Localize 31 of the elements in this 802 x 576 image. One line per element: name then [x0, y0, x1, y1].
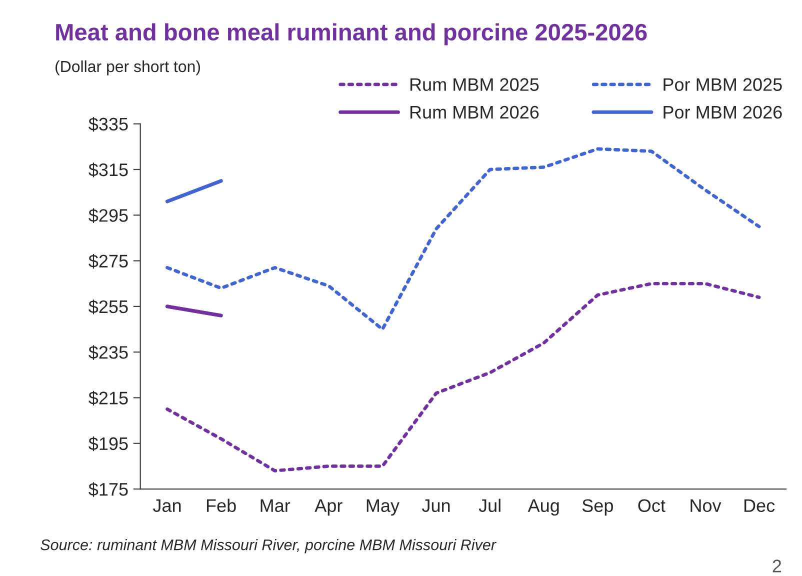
x-tick-label: Nov [690, 499, 722, 512]
legend-label: Por MBM 2026 [664, 106, 782, 119]
y-tick-label: $255 [88, 300, 128, 314]
x-tick-label: Jul [478, 498, 500, 512]
source-note: Source: ruminant MBM Missouri River, porcine MBM Missouri River [40, 539, 497, 554]
x-tick-label: Oct [638, 499, 666, 512]
x-tick-label: Dec [744, 499, 775, 512]
x-tick-label: May [366, 499, 400, 516]
x-tick-label: Apr [314, 499, 342, 516]
y-tick-label: $235 [88, 345, 128, 360]
y-tick-label: $195 [88, 436, 128, 452]
y-tick-label: $215 [88, 390, 128, 406]
x-tick-label: Mar [260, 499, 290, 512]
y-tick-label: $175 [88, 482, 128, 497]
chart-subtitle: (Dollar per short ton) [56, 60, 200, 76]
legend-label: Rum MBM 2025 [410, 78, 539, 91]
y-tick-label: $295 [88, 208, 128, 223]
y-tick-label: $315 [88, 162, 128, 178]
x-tick-label: Jan [152, 499, 181, 512]
y-tick-label: $335 [88, 117, 128, 132]
x-tick-label: Jun [422, 499, 450, 512]
legend-label: Por MBM 2025 [664, 78, 782, 91]
text: 2 [772, 560, 782, 572]
legend-label: Rum MBM 2026 [410, 106, 539, 119]
line-series [166, 282, 761, 472]
chart-title: Meat and bone meal ruminant and porcine 2025-2026 [56, 23, 647, 46]
x-tick-label: Aug [528, 499, 559, 516]
y-tick-label: $275 [88, 254, 128, 269]
x-tick-label: Sep [582, 499, 613, 516]
x-tick-label: Feb [206, 498, 236, 512]
line-series [166, 147, 761, 331]
